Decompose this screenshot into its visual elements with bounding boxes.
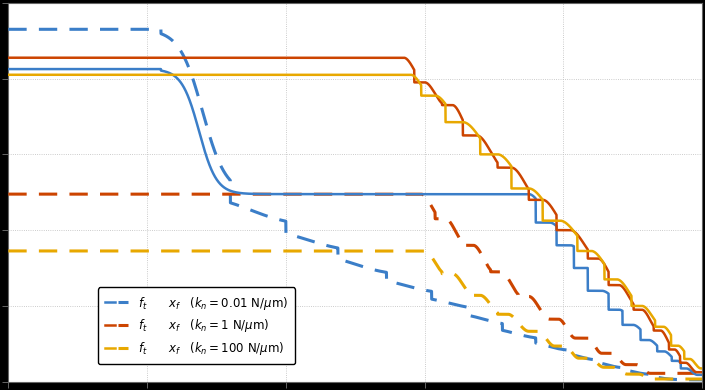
Legend: $f_t$      $x_f$   $(k_n = 0.01\ \mathrm{N}/\mu\mathrm{m})$, $f_t$      $x_f$   : $f_t$ $x_f$ $(k_n = 0.01\ \mathrm{N}/\mu… bbox=[97, 287, 295, 364]
